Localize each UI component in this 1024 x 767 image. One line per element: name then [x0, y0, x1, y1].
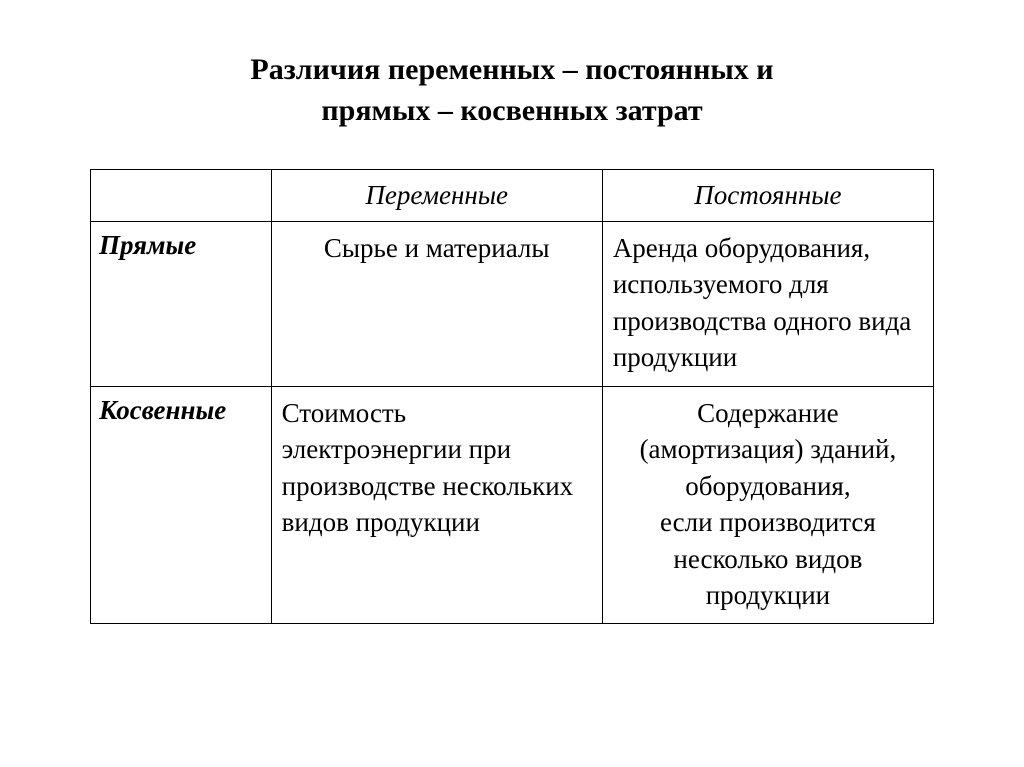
col-header-constant: Постоянные: [602, 170, 933, 222]
slide-title: Различия переменных – постоянных и прямы…: [90, 50, 934, 131]
row-header-indirect: Косвенные: [91, 386, 272, 624]
table-row: Прямые Сырье и материалы Аренда оборудов…: [91, 222, 934, 387]
table-header-row: Переменные Постоянные: [91, 170, 934, 222]
cell-indirect-variable: Стоимость электроэнергии при производств…: [271, 386, 602, 624]
corner-cell: [91, 170, 272, 222]
table-row: Косвенные Стоимость электроэнергии при п…: [91, 386, 934, 624]
title-line-1: Различия переменных – постоянных и: [250, 53, 773, 86]
title-line-2: прямых – косвенных затрат: [321, 94, 702, 127]
cost-classification-table: Переменные Постоянные Прямые Сырье и мат…: [90, 169, 934, 624]
col-header-variable: Переменные: [271, 170, 602, 222]
cell-indirect-constant: Содержание (амортизация) зданий, оборудо…: [602, 386, 933, 624]
row-header-direct: Прямые: [91, 222, 272, 387]
cell-direct-variable: Сырье и материалы: [271, 222, 602, 387]
cell-direct-constant: Аренда оборудования, используемого для п…: [602, 222, 933, 387]
